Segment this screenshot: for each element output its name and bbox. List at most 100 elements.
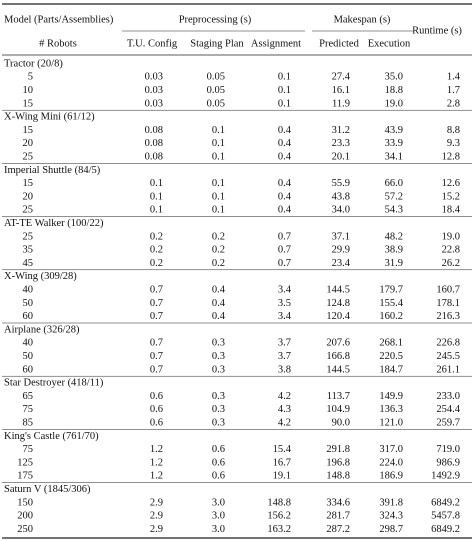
header-tu-config: T.U. Config [127, 38, 178, 49]
cell-runtime: 1492.9 [431, 471, 460, 482]
cell-robots: 65 [23, 391, 34, 402]
cell-assignment: 0.4 [278, 205, 292, 216]
cell-robots: 45 [23, 258, 34, 269]
cell-tu-config: 0.7 [150, 285, 163, 296]
header-predicted: Predicted [319, 38, 359, 49]
cell-execution: 57.2 [385, 191, 403, 202]
cell-robots: 60 [23, 364, 34, 375]
cell-runtime: 18.4 [442, 205, 461, 216]
cell-predicted: 113.7 [327, 391, 350, 402]
cell-tu-config: 0.1 [150, 205, 163, 216]
cell-assignment: 3.5 [278, 298, 291, 309]
group-name: Tractor (20/8) [4, 58, 63, 69]
cell-predicted: 23.3 [332, 138, 350, 149]
cell-execution: 121.0 [379, 418, 403, 429]
cell-execution: 391.8 [379, 497, 403, 508]
cell-assignment: 0.7 [278, 245, 291, 256]
cell-tu-config: 2.9 [150, 524, 163, 535]
cell-predicted: 196.8 [326, 457, 350, 468]
cell-runtime: 19.0 [442, 231, 460, 242]
cell-staging-plan: 0.4 [212, 298, 226, 309]
cell-predicted: 334.6 [326, 497, 350, 508]
cell-staging-plan: 0.1 [212, 178, 225, 189]
cell-predicted: 166.8 [326, 351, 350, 362]
cell-staging-plan: 0.1 [212, 152, 225, 163]
cell-predicted: 144.5 [326, 364, 350, 375]
cell-runtime: 12.6 [442, 178, 460, 189]
cell-runtime: 261.1 [436, 364, 460, 375]
cell-execution: 18.8 [385, 85, 403, 96]
cell-staging-plan: 0.1 [212, 205, 225, 216]
cell-staging-plan: 0.3 [212, 338, 225, 349]
cell-assignment: 3.4 [278, 285, 292, 296]
cell-tu-config: 2.9 [150, 511, 163, 522]
cell-tu-config: 0.08 [145, 152, 163, 163]
cell-staging-plan: 0.4 [212, 311, 226, 322]
cell-tu-config: 0.1 [150, 191, 163, 202]
cell-assignment: 0.4 [278, 152, 292, 163]
cell-runtime: 233.0 [436, 391, 460, 402]
cell-runtime: 6849.2 [431, 524, 460, 535]
cell-assignment: 0.7 [278, 231, 291, 242]
cell-assignment: 0.4 [278, 125, 292, 136]
cell-runtime: 8.8 [447, 125, 460, 136]
cell-runtime: 226.8 [436, 338, 460, 349]
cell-assignment: 163.2 [267, 524, 291, 535]
cell-execution: 155.4 [379, 298, 403, 309]
group-name: Airplane (326/28) [4, 324, 80, 335]
cell-predicted: 207.6 [326, 338, 350, 349]
cell-runtime: 1.7 [447, 85, 460, 96]
cell-assignment: 3.7 [278, 351, 291, 362]
cell-staging-plan: 0.05 [207, 98, 225, 109]
cell-tu-config: 0.7 [150, 364, 163, 375]
cell-robots: 200 [17, 511, 33, 522]
cell-robots: 175 [17, 471, 33, 482]
cell-tu-config: 0.7 [150, 351, 163, 362]
cell-predicted: 148.8 [326, 471, 350, 482]
cell-predicted: 124.8 [326, 298, 350, 309]
cell-assignment: 19.1 [273, 471, 291, 482]
cell-execution: 179.7 [379, 285, 403, 296]
cell-staging-plan: 0.4 [212, 285, 226, 296]
cell-robots: 25 [23, 231, 34, 242]
cell-execution: 186.9 [379, 471, 403, 482]
cell-assignment: 3.4 [278, 311, 292, 322]
cell-runtime: 259.7 [436, 418, 460, 429]
cell-tu-config: 0.1 [150, 178, 163, 189]
cell-robots: 15 [23, 125, 34, 136]
cell-tu-config: 2.9 [150, 497, 163, 508]
cell-robots: 25 [23, 205, 34, 216]
cell-assignment: 0.1 [278, 72, 291, 83]
header-model: Model (Parts/Assemblies) [4, 14, 114, 25]
cell-runtime: 719.0 [436, 444, 460, 455]
cell-staging-plan: 3.0 [212, 497, 225, 508]
cell-tu-config: 0.2 [150, 258, 163, 269]
cell-execution: 31.9 [385, 258, 403, 269]
cell-assignment: 0.1 [278, 85, 291, 96]
cell-staging-plan: 0.6 [212, 471, 225, 482]
group-name: X-Wing Mini (61/12) [4, 112, 95, 123]
cell-execution: 324.3 [379, 511, 403, 522]
cell-predicted: 27.4 [332, 72, 351, 83]
cell-predicted: 104.9 [326, 404, 350, 415]
cell-robots: 10 [23, 85, 34, 96]
cell-execution: 298.7 [379, 524, 403, 535]
cell-assignment: 15.4 [273, 444, 292, 455]
cell-staging-plan: 0.1 [212, 125, 225, 136]
cell-staging-plan: 0.1 [212, 138, 225, 149]
cell-runtime: 22.8 [442, 245, 460, 256]
cell-staging-plan: 0.3 [212, 364, 225, 375]
cell-robots: 20 [23, 138, 34, 149]
cell-staging-plan: 0.6 [212, 457, 225, 468]
cell-predicted: 34.0 [332, 205, 350, 216]
cell-runtime: 1.4 [447, 72, 461, 83]
cell-execution: 160.2 [379, 311, 403, 322]
cell-predicted: 31.2 [332, 125, 350, 136]
cell-predicted: 16.1 [332, 85, 350, 96]
cell-runtime: 986.9 [436, 457, 460, 468]
cell-robots: 85 [23, 418, 34, 429]
cell-tu-config: 0.08 [145, 138, 163, 149]
cell-runtime: 216.3 [436, 311, 460, 322]
group-name: Star Destroyer (418/11) [4, 378, 104, 389]
cell-assignment: 4.2 [278, 391, 291, 402]
